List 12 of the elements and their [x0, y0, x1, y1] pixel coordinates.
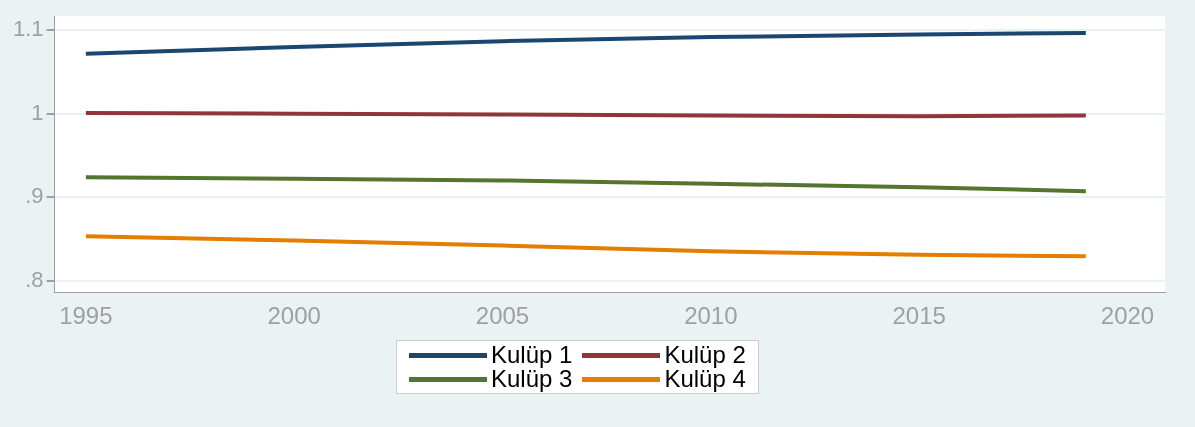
legend-label: Kulüp 1 [491, 341, 573, 368]
y-tick-label: .9 [25, 183, 44, 209]
x-tick-label: 2000 [267, 302, 321, 330]
x-tick-label: 1995 [59, 302, 113, 330]
x-tick-label: 2010 [684, 302, 738, 330]
y-tick-label: 1 [31, 99, 44, 125]
y-tick-label: 1.1 [12, 16, 44, 42]
x-tick-label: 2020 [1100, 302, 1155, 330]
y-tick-label: .8 [25, 266, 44, 292]
x-tick-label: 2015 [892, 302, 946, 330]
x-tick-label: 2005 [475, 302, 530, 330]
legend-label: Kulüp 2 [664, 341, 746, 368]
